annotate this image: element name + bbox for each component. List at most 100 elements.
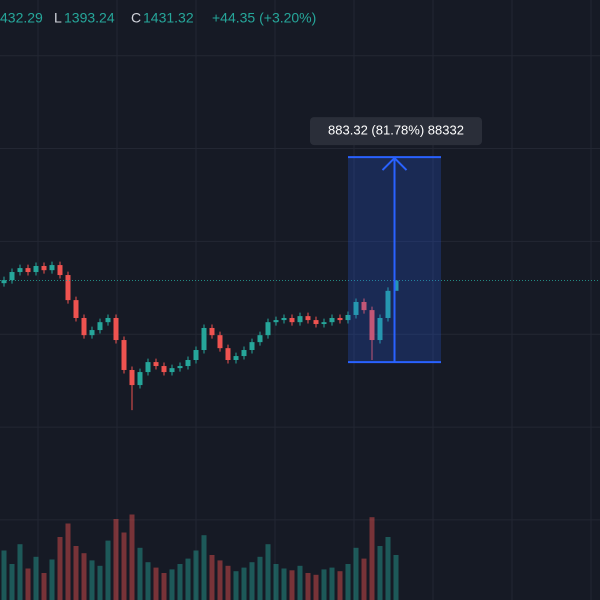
candle-body bbox=[289, 317, 295, 323]
volume-bar bbox=[81, 553, 87, 600]
header-close-letter: C bbox=[131, 10, 141, 26]
volume-bar bbox=[249, 562, 255, 600]
volume-bar bbox=[393, 555, 399, 600]
candle-body bbox=[145, 362, 151, 373]
candle-body bbox=[281, 317, 287, 321]
candle-body bbox=[329, 317, 335, 323]
volume-bar bbox=[73, 546, 79, 600]
volume-bar bbox=[321, 569, 327, 600]
header-high: 432.29 bbox=[0, 10, 43, 26]
volume-bar bbox=[33, 556, 39, 600]
candle-body bbox=[385, 290, 391, 318]
volume-bar bbox=[337, 571, 343, 600]
volume-bar bbox=[377, 546, 383, 600]
candle-body bbox=[337, 317, 343, 321]
candle-body bbox=[377, 317, 383, 341]
volume-bar bbox=[161, 573, 167, 600]
volume-bar bbox=[185, 558, 191, 600]
candle-body bbox=[353, 301, 359, 315]
volume-bar bbox=[9, 564, 15, 600]
volume-bar bbox=[89, 560, 95, 600]
candle-body bbox=[265, 322, 271, 336]
volume-bar bbox=[385, 537, 391, 600]
volume-bar bbox=[137, 547, 143, 600]
candle-body bbox=[17, 268, 23, 273]
candle-body bbox=[25, 268, 31, 273]
volume-bar bbox=[169, 569, 175, 600]
candle-body bbox=[193, 350, 199, 360]
volume-bar bbox=[305, 573, 311, 600]
volume-bar bbox=[353, 547, 359, 600]
candle-body bbox=[49, 265, 55, 271]
volume-bar bbox=[145, 562, 151, 600]
volume-bar bbox=[289, 570, 295, 600]
volume-bar bbox=[273, 564, 279, 600]
candle-body bbox=[177, 366, 183, 369]
candle-body bbox=[33, 265, 39, 273]
candle-body bbox=[217, 335, 223, 349]
volume-bar bbox=[25, 568, 31, 600]
candle-body bbox=[161, 366, 167, 373]
candle-body bbox=[313, 320, 319, 325]
volume-bar bbox=[193, 550, 199, 600]
volume-bar bbox=[153, 567, 159, 600]
volume-bar bbox=[265, 544, 271, 600]
candle-body bbox=[249, 342, 255, 351]
candle-body bbox=[97, 322, 103, 331]
candle-body bbox=[209, 327, 215, 336]
candle-body bbox=[257, 335, 263, 343]
volume-bar bbox=[329, 567, 335, 600]
volume-bar bbox=[217, 560, 223, 600]
volume-bar bbox=[113, 519, 119, 600]
candle-body bbox=[361, 301, 367, 311]
candle-body bbox=[321, 322, 327, 325]
measure-label-bg bbox=[310, 117, 482, 146]
volume-bars bbox=[1, 514, 399, 600]
volume-bar bbox=[297, 565, 303, 600]
volume-bar bbox=[97, 565, 103, 600]
candle-body bbox=[41, 265, 47, 271]
candle-body bbox=[113, 317, 119, 341]
volume-bar bbox=[121, 532, 127, 600]
volume-bar bbox=[129, 514, 135, 600]
header-low-letter: L bbox=[54, 10, 62, 26]
volume-bar bbox=[241, 567, 247, 600]
volume-bar bbox=[225, 565, 231, 600]
header-close: 1431.32 bbox=[143, 10, 194, 26]
candle-body bbox=[137, 372, 143, 386]
volume-bar bbox=[257, 556, 263, 600]
volume-bar bbox=[233, 571, 239, 600]
volume-bar bbox=[1, 550, 7, 600]
candle-body bbox=[73, 300, 79, 318]
volume-bar bbox=[209, 555, 215, 600]
candle-body bbox=[345, 314, 351, 321]
candle-body bbox=[129, 369, 135, 386]
candle-body bbox=[153, 362, 159, 367]
candle-body bbox=[305, 316, 311, 321]
volume-bar bbox=[57, 537, 63, 600]
candle-body bbox=[9, 272, 15, 281]
volume-bar bbox=[313, 574, 319, 600]
measure-arrowhead bbox=[381, 156, 408, 171]
measure-label: 883.32 (81.78%) 88332 bbox=[328, 123, 464, 138]
candle-body bbox=[185, 360, 191, 367]
candle-body bbox=[65, 275, 71, 301]
candle-body bbox=[89, 330, 95, 336]
header-low: 1393.24 bbox=[64, 10, 115, 26]
volume-bar bbox=[361, 558, 367, 600]
candle-body bbox=[297, 316, 303, 323]
measure-tool: 883.32 (81.78%) 88332 bbox=[310, 117, 482, 364]
candle-body bbox=[225, 348, 231, 360]
volume-bar bbox=[281, 568, 287, 600]
volume-bar bbox=[41, 573, 47, 600]
candle-body bbox=[369, 310, 375, 341]
volume-bar bbox=[369, 517, 375, 600]
candle-body bbox=[273, 320, 279, 323]
volume-bar bbox=[65, 523, 71, 600]
candle-body bbox=[105, 317, 111, 323]
candle-body bbox=[121, 340, 127, 370]
candle-body bbox=[81, 317, 87, 336]
header-change: +44.35 (+3.20%) bbox=[212, 10, 316, 26]
